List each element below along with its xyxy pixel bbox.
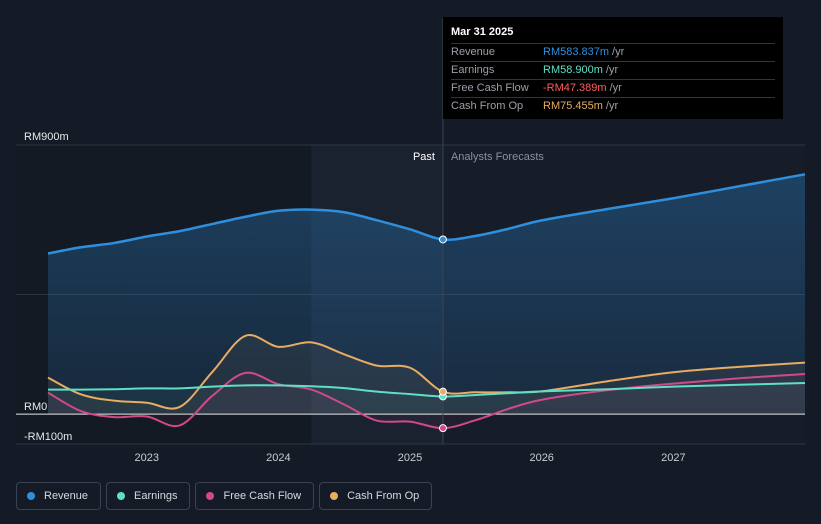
tooltip-label: Cash From Op <box>451 100 524 112</box>
legend-item-earnings[interactable]: Earnings <box>106 482 191 510</box>
tooltip-label: Revenue <box>451 46 496 58</box>
cfo-area <box>48 335 805 415</box>
legend: Revenue Earnings Free Cash Flow Cash Fro… <box>16 482 433 510</box>
tooltip-label: Earnings <box>451 64 495 76</box>
revenue-marker <box>438 235 447 244</box>
tooltip-row-revenue: Revenue RM583.837m /yr <box>451 43 775 61</box>
earnings-area <box>48 383 805 415</box>
y-tick-label: RM0 <box>24 401 47 413</box>
x-tick-label: 2026 <box>529 452 553 464</box>
y-tick-label: -RM100m <box>24 431 72 443</box>
x-tick-label: 2025 <box>398 452 422 464</box>
earnings-line <box>47 382 806 398</box>
legend-label: Cash From Op <box>347 490 420 502</box>
tooltip-unit: /yr <box>605 64 619 76</box>
legend-dot-icon <box>330 492 339 500</box>
tooltip-row-earnings: Earnings RM58.900m /yr <box>451 61 775 79</box>
tooltip-unit: /yr <box>605 100 619 112</box>
legend-item-cash-from-op[interactable]: Cash From Op <box>319 482 433 510</box>
x-tick-label: 2023 <box>134 452 158 464</box>
cfo-line <box>47 334 806 410</box>
legend-item-free-cash-flow[interactable]: Free Cash Flow <box>195 482 315 510</box>
revenue-area <box>48 174 805 415</box>
tooltip-date: Mar 31 2025 <box>451 26 514 38</box>
revenue-line <box>47 173 806 255</box>
legend-item-revenue[interactable]: Revenue <box>16 482 102 510</box>
tooltip-unit: /yr <box>609 82 622 94</box>
tooltip-label: Free Cash Flow <box>451 82 529 94</box>
tooltip-value: -RM47.389m <box>543 82 607 94</box>
fcf-marker <box>438 424 447 433</box>
cfo-marker <box>438 387 447 396</box>
tooltip-unit: /yr <box>612 46 625 58</box>
forecast-label: Analysts Forecasts <box>451 151 544 163</box>
past-label: Past <box>413 151 435 163</box>
legend-label: Earnings <box>134 490 178 502</box>
tooltip-row-fcf: Free Cash Flow -RM47.389m /yr <box>451 79 775 97</box>
tooltip-value: RM75.455m <box>543 100 603 112</box>
tooltip-value: RM58.900m <box>543 64 603 76</box>
x-tick-label: 2027 <box>661 452 685 464</box>
tooltip-row-cfo: Cash From Op RM75.455m /yr <box>451 97 775 115</box>
legend-label: Free Cash Flow <box>223 490 302 502</box>
legend-label: Revenue <box>44 490 89 502</box>
legend-dot-icon <box>27 492 35 500</box>
tooltip-value: RM583.837m <box>543 46 610 58</box>
y-tick-label: RM900m <box>24 131 69 143</box>
tooltip: Mar 31 2025 Revenue RM583.837m /yr Earni… <box>443 17 783 119</box>
legend-dot-icon <box>206 492 215 500</box>
x-tick-label: 2024 <box>266 452 290 464</box>
legend-dot-icon <box>117 492 126 500</box>
